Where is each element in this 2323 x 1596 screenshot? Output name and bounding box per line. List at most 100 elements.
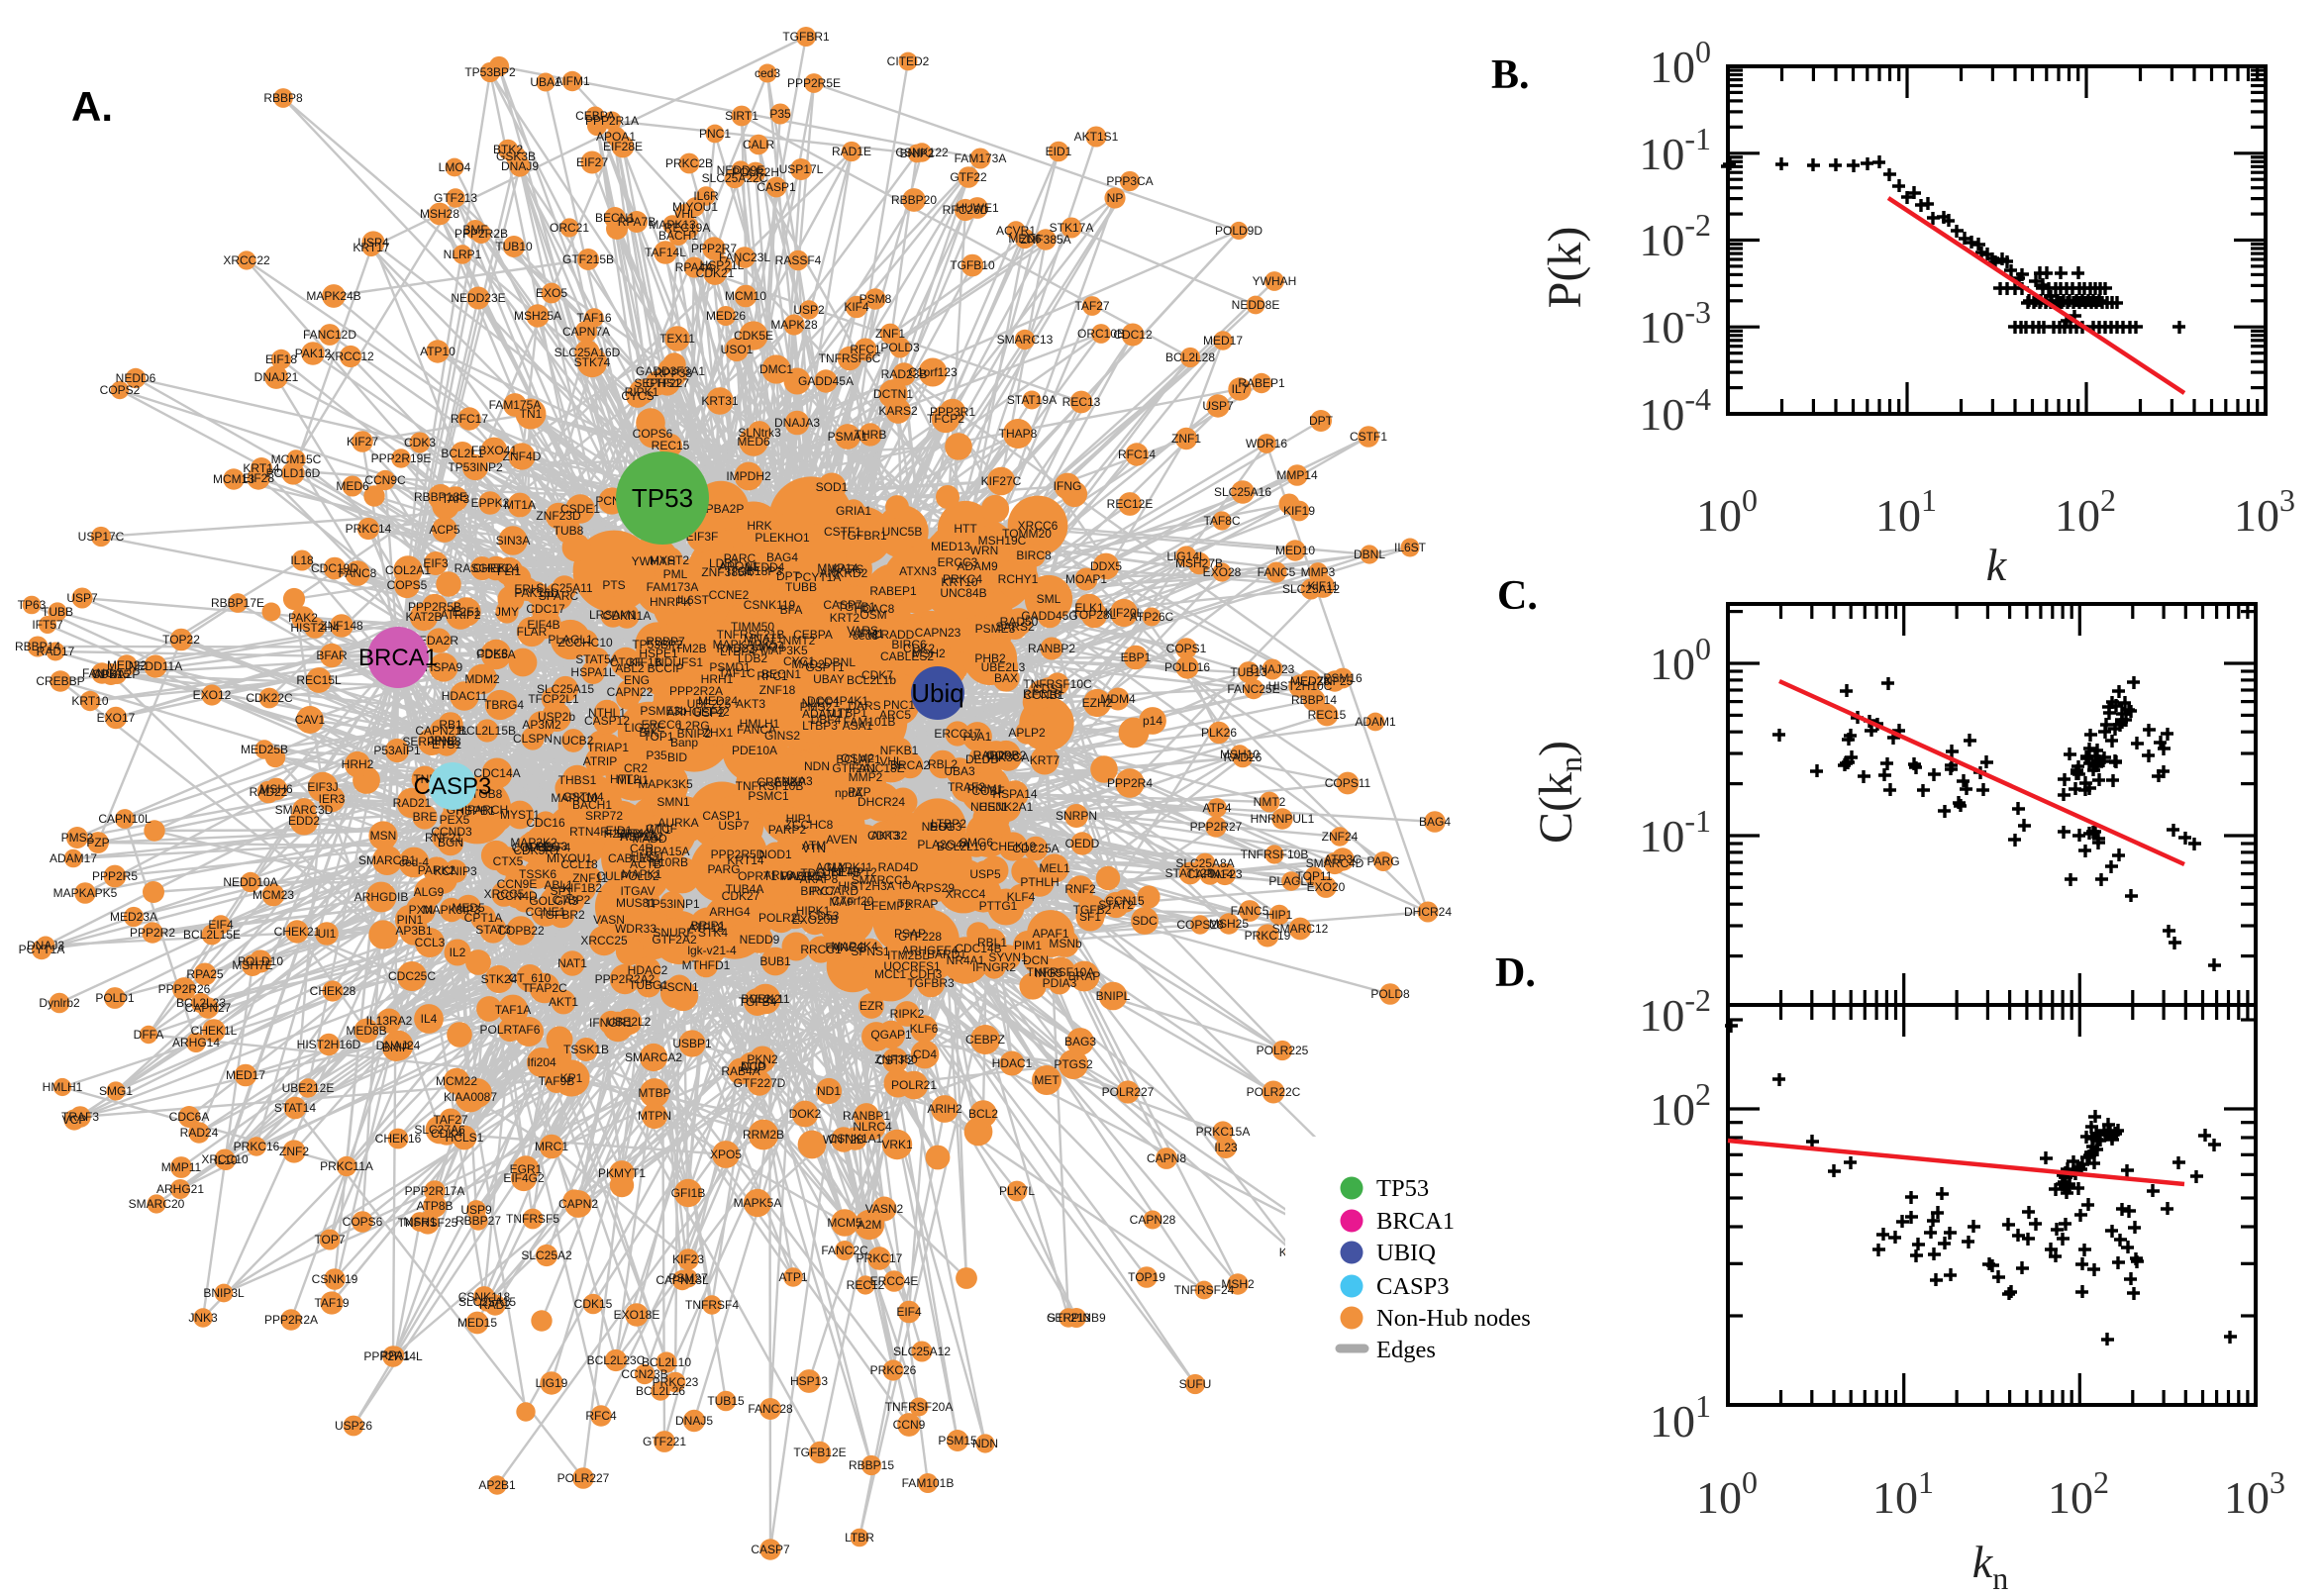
svg-text:PTHLH: PTHLH xyxy=(1020,875,1059,889)
svg-text:TGFB10: TGFB10 xyxy=(950,258,995,272)
svg-text:MCM22: MCM22 xyxy=(436,1074,477,1088)
svg-text:APLP2: APLP2 xyxy=(1008,726,1046,740)
svg-text:CSNK19: CSNK19 xyxy=(312,1272,358,1286)
svg-text:OEDD: OEDD xyxy=(1065,837,1100,850)
svg-text:MYST1: MYST1 xyxy=(500,808,540,822)
svg-text:AKT3: AKT3 xyxy=(736,697,765,711)
svg-text:C1orf123: C1orf123 xyxy=(908,365,958,379)
svg-text:BCL2: BCL2 xyxy=(968,1107,998,1121)
svg-text:PPP2R4: PPP2R4 xyxy=(1107,776,1153,790)
svg-text:HDAC1: HDAC1 xyxy=(992,1056,1033,1070)
svg-text:ATP8B: ATP8B xyxy=(416,1199,453,1213)
svg-text:MSH7E: MSH7E xyxy=(232,958,272,972)
svg-text:KARS2: KARS2 xyxy=(878,404,918,418)
svg-text:ABL2: ABL2 xyxy=(615,661,645,675)
svg-text:NDN: NDN xyxy=(804,759,830,773)
svg-text:BRE: BRE xyxy=(413,810,438,824)
svg-text:EIF4: EIF4 xyxy=(896,1305,922,1319)
svg-text:CAPN7A: CAPN7A xyxy=(562,325,610,339)
svg-text:ATP1: ATP1 xyxy=(778,1270,807,1284)
svg-text:COPS3: COPS3 xyxy=(512,841,553,854)
svg-text:RFC18: RFC18 xyxy=(1023,687,1060,701)
svg-text:CDC25C: CDC25C xyxy=(388,969,436,983)
svg-text:COPS1: COPS1 xyxy=(1166,642,1207,655)
svg-text:STAT2: STAT2 xyxy=(1098,898,1134,912)
svg-text:MSN: MSN xyxy=(370,829,397,843)
svg-text:MCM5: MCM5 xyxy=(827,1216,862,1230)
svg-text:CABLES2: CABLES2 xyxy=(880,649,934,663)
svg-text:MSH19C: MSH19C xyxy=(978,534,1027,548)
svg-text:USO1: USO1 xyxy=(721,343,754,356)
svg-text:TGFBR1: TGFBR1 xyxy=(840,529,887,543)
svg-text:CTBP2: CTBP2 xyxy=(553,893,591,907)
svg-text:ZNF4D: ZNF4D xyxy=(503,449,542,463)
svg-text:EPPK2: EPPK2 xyxy=(471,496,510,510)
svg-text:ZNF2: ZNF2 xyxy=(279,1145,309,1158)
svg-text:STK24: STK24 xyxy=(481,972,518,986)
svg-text:TGFBR2: TGFBR2 xyxy=(538,908,585,922)
svg-text:DHCR24: DHCR24 xyxy=(858,795,905,809)
svg-text:CDK7: CDK7 xyxy=(861,668,893,682)
svg-text:NHEJ1: NHEJ1 xyxy=(970,800,1008,814)
svg-text:TGFB4: TGFB4 xyxy=(739,995,777,1009)
svg-text:PRKC4: PRKC4 xyxy=(943,572,982,586)
svg-text:PSMD1: PSMD1 xyxy=(709,660,751,674)
svg-text:Banp: Banp xyxy=(670,736,698,749)
svg-text:CHEK19: CHEK19 xyxy=(990,840,1037,853)
svg-text:RIPK2: RIPK2 xyxy=(890,1007,925,1021)
svg-text:SRP72: SRP72 xyxy=(585,809,623,823)
svg-text:MED13: MED13 xyxy=(931,540,970,553)
svg-text:VASN2: VASN2 xyxy=(865,1202,904,1216)
svg-text:AVEN: AVEN xyxy=(826,833,858,847)
svg-text:ARHG4: ARHG4 xyxy=(709,905,751,919)
svg-text:VRK1: VRK1 xyxy=(881,1138,913,1151)
svg-text:RCHY1: RCHY1 xyxy=(998,572,1039,586)
svg-text:TEX11: TEX11 xyxy=(659,332,695,346)
svg-text:USBP1: USBP1 xyxy=(672,1037,712,1050)
svg-text:CHEK21: CHEK21 xyxy=(274,925,321,939)
svg-text:ND1: ND1 xyxy=(817,1084,841,1098)
svg-text:KLF6: KLF6 xyxy=(910,1022,939,1036)
svg-text:ACLY: ACLY xyxy=(816,860,846,874)
svg-text:EXO20B: EXO20B xyxy=(792,913,839,927)
svg-text:SYVN1: SYVN1 xyxy=(988,950,1028,964)
svg-text:POLRTAF6: POLRTAF6 xyxy=(480,1023,541,1037)
svg-text:EIF4B: EIF4B xyxy=(527,618,559,632)
svg-text:FAM173A: FAM173A xyxy=(647,580,699,594)
svg-text:MED5: MED5 xyxy=(452,901,485,915)
svg-text:lgk-v21-4: lgk-v21-4 xyxy=(687,944,737,957)
svg-text:NEDD23E: NEDD23E xyxy=(451,291,505,305)
svg-text:NFKB1: NFKB1 xyxy=(880,744,919,757)
svg-text:TOP7: TOP7 xyxy=(314,1233,345,1247)
svg-text:RPS29: RPS29 xyxy=(917,881,955,895)
svg-text:SIN3A: SIN3A xyxy=(496,534,531,548)
svg-text:LIG27E: LIG27E xyxy=(625,721,665,735)
svg-text:UBE225: UBE225 xyxy=(687,697,732,711)
svg-text:KIF23: KIF23 xyxy=(672,1252,704,1266)
svg-text:EIF27: EIF27 xyxy=(576,155,608,169)
svg-text:BNIPL: BNIPL xyxy=(1096,989,1131,1003)
svg-text:CCL3: CCL3 xyxy=(415,936,446,949)
svg-text:MED8B: MED8B xyxy=(346,1024,386,1038)
svg-text:MRC1: MRC1 xyxy=(535,1140,568,1153)
svg-text:MSH6: MSH6 xyxy=(259,782,293,796)
svg-text:TSSK1B: TSSK1B xyxy=(563,1043,609,1056)
svg-text:ATXN3: ATXN3 xyxy=(899,564,937,578)
svg-text:PML: PML xyxy=(663,567,688,581)
svg-text:ATRIP2: ATRIP2 xyxy=(440,608,480,622)
svg-text:RFC14: RFC14 xyxy=(1118,448,1156,461)
svg-text:HIST2H3A: HIST2H3A xyxy=(838,879,894,893)
svg-text:REC15L: REC15L xyxy=(296,673,342,687)
svg-text:ATM: ATM xyxy=(802,839,826,852)
svg-text:MTBP: MTBP xyxy=(638,1086,670,1100)
svg-text:GFI1B: GFI1B xyxy=(671,1186,706,1200)
svg-text:RBBP27: RBBP27 xyxy=(455,1214,501,1228)
svg-text:HRK: HRK xyxy=(747,519,771,533)
svg-text:TP53INP2: TP53INP2 xyxy=(448,460,503,474)
svg-text:GTF228: GTF228 xyxy=(898,930,942,944)
svg-text:BAG3: BAG3 xyxy=(1064,1035,1096,1048)
svg-text:MUS81: MUS81 xyxy=(616,896,656,910)
svg-text:TRRAP: TRRAP xyxy=(898,897,939,911)
svg-text:BCL2L15E: BCL2L15E xyxy=(183,928,241,942)
svg-text:RABEP1: RABEP1 xyxy=(869,584,917,598)
